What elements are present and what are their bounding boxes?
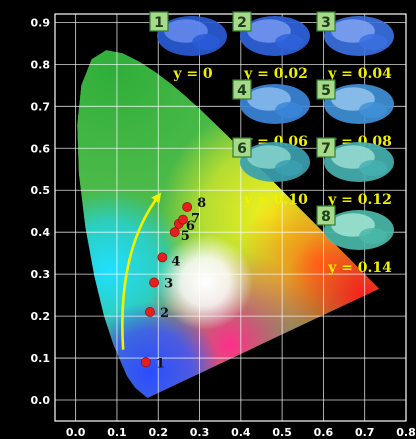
data-point-label-4: 4 [171,254,180,269]
data-point-1 [140,357,151,368]
sample-index-label: 5 [321,83,331,99]
sample-powder-shadow [359,34,387,50]
x-tick-label: 0.6 [314,426,334,439]
sample-index-badge [149,11,169,32]
data-point-label-6: 6 [186,219,195,234]
sample-8: 8 y = 0.14 [316,205,394,276]
sample-1: 1 y = 0 [149,11,227,82]
sample-powder-shadow [359,160,387,176]
sample-index-badge [316,205,336,226]
trend-arrow [121,192,162,350]
sample-3: 3 y = 0.04 [316,11,394,82]
sample-powder-shadow [192,34,220,50]
chart-grid [54,13,407,422]
x-tick-label: 0.5 [272,426,292,439]
y-tick-label: 0.4 [31,226,51,239]
sample-index-badge [316,137,336,158]
data-point-7 [178,214,188,225]
sample-composition-label: y = 0.10 [243,192,308,208]
sample-index-badge [232,137,252,158]
sample-7: 7 y = 0.12 [316,137,394,208]
sample-powder-shadow [359,102,387,118]
data-point-5 [169,227,180,238]
x-tick-label: 0.0 [66,426,86,439]
y-tick-label: 0.0 [31,394,51,407]
y-tick-label: 0.9 [31,16,51,29]
y-tick-label: 0.8 [31,58,51,71]
sample-index-badge [232,79,252,100]
y-tick-label: 0.2 [31,310,51,323]
plot-frame [54,13,407,422]
sample-index-label: 3 [321,15,331,31]
sample-4: 4y = 0.06 [232,79,310,150]
sample-powder-shadow [275,102,303,118]
x-axis-ticks: 0.0 0.1 0.2 0.3 0.4 0.5 0.6 0.7 0.8 [66,426,416,439]
data-point-label-7: 7 [191,212,200,227]
sample-index-label: 1 [154,15,164,31]
sample-index-badge [316,11,336,32]
x-tick-label: 0.7 [355,426,375,439]
y-tick-label: 0.3 [31,268,51,281]
sample-panel: 1 y = 0 2 y = 0.02 3 y = 0.04 4y = 0.06 5 y = 0.… [149,11,394,276]
sample-powder-shadow [275,160,303,176]
data-point-label-5: 5 [181,229,190,244]
sample-powder-shadow [275,34,303,50]
sample-composition-label: y = 0.02 [243,66,308,82]
x-tick-label: 0.3 [190,426,210,439]
y-tick-label: 0.5 [31,184,51,197]
sample-index-label: 4 [237,83,247,99]
sample-composition-label: y = 0.12 [327,192,392,208]
x-tick-label: 0.1 [107,426,127,439]
sample-index-label: 8 [321,209,331,225]
sample-composition-label: y = 0.14 [327,260,392,276]
sample-index-badge [232,11,252,32]
sample-index-label: 6 [237,141,247,157]
y-tick-label: 0.1 [31,352,51,365]
sample-index-badge [316,79,336,100]
y-axis-ticks: 0.0 0.1 0.2 0.3 0.4 0.5 0.6 0.7 0.8 0.9 [31,16,51,407]
data-point-8 [182,202,193,212]
data-point-label-1: 1 [156,356,165,371]
sample-composition-label: y = 0 [172,66,213,82]
data-point-4 [157,252,168,263]
x-tick-label: 0.2 [148,426,168,439]
sample-index-label: 7 [321,141,331,157]
data-point-2 [145,307,155,317]
data-point-3 [149,277,160,288]
x-tick-label: 0.4 [231,426,251,439]
y-tick-label: 0.6 [31,142,51,155]
sample-composition-label: y = 0.04 [327,66,392,82]
data-point-label-2: 2 [160,306,169,321]
y-tick-label: 0.7 [31,100,51,113]
sample-2: 2 y = 0.02 [232,11,310,82]
data-point-label-3: 3 [164,277,173,292]
x-tick-label: 0.8 [396,426,416,439]
sample-powder-shadow [359,228,387,244]
data-point-label-8: 8 [197,196,206,211]
sample-index-label: 2 [237,15,247,31]
sample-6: 6 y = 0.10 [232,137,310,208]
